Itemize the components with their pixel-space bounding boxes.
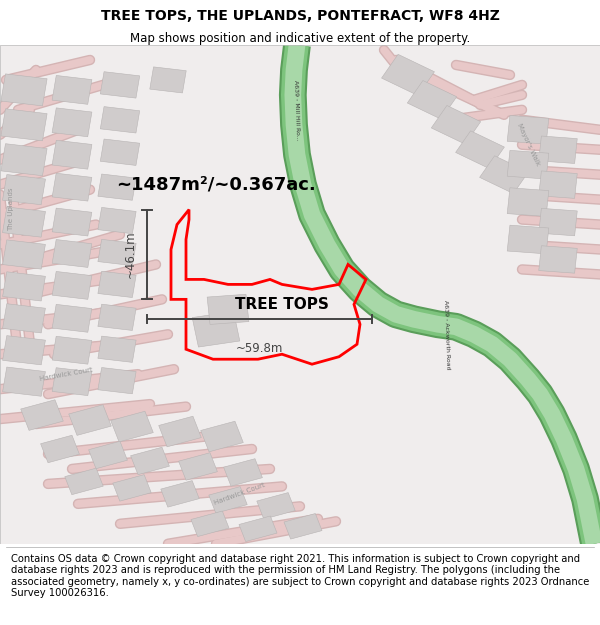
Bar <box>98 239 136 266</box>
Text: A639 - Ackworth Road: A639 - Ackworth Road <box>443 299 451 369</box>
Bar <box>52 108 92 137</box>
Text: A639 - Mill Hill Ro...: A639 - Mill Hill Ro... <box>293 79 300 140</box>
Text: TREE TOPS: TREE TOPS <box>235 297 329 312</box>
Bar <box>2 207 46 237</box>
Bar <box>1 144 47 176</box>
Bar <box>98 304 136 331</box>
Text: Hardwick Court: Hardwick Court <box>39 366 93 382</box>
Bar <box>98 208 136 234</box>
Bar <box>257 492 295 519</box>
Bar <box>98 271 136 298</box>
Bar <box>284 514 322 539</box>
Bar <box>539 171 577 198</box>
Bar <box>52 304 92 332</box>
Bar <box>431 106 481 144</box>
Bar <box>100 139 140 166</box>
Bar <box>131 448 169 474</box>
Text: Hardwick Court: Hardwick Court <box>214 482 266 506</box>
Bar <box>150 67 186 93</box>
Bar <box>100 72 140 98</box>
Bar <box>2 174 46 205</box>
Bar <box>179 452 217 480</box>
Bar <box>21 400 63 431</box>
Bar <box>2 304 46 333</box>
Text: ~46.1m: ~46.1m <box>124 231 137 278</box>
Bar <box>52 140 92 169</box>
Bar <box>507 116 549 144</box>
Bar <box>1 109 47 141</box>
Bar <box>209 487 247 513</box>
Bar <box>407 81 457 119</box>
Bar <box>98 336 136 362</box>
Bar <box>2 367 46 396</box>
Bar <box>2 272 46 301</box>
Bar <box>507 151 549 179</box>
Bar <box>52 239 92 268</box>
Bar <box>52 76 92 104</box>
Bar <box>507 225 549 254</box>
Bar <box>539 136 577 164</box>
Bar <box>65 468 103 494</box>
Bar <box>192 311 240 347</box>
Bar <box>52 271 92 299</box>
Bar <box>382 54 434 96</box>
Bar <box>191 511 229 537</box>
Bar <box>98 368 136 394</box>
Bar <box>52 208 92 236</box>
Text: ~1487m²/~0.367ac.: ~1487m²/~0.367ac. <box>116 176 316 194</box>
Bar <box>2 240 46 269</box>
Bar <box>69 405 111 436</box>
Bar <box>41 435 79 462</box>
Bar <box>98 174 136 200</box>
Bar <box>539 208 577 236</box>
Bar <box>201 421 243 452</box>
Bar <box>539 246 577 273</box>
Bar <box>89 441 127 469</box>
Bar <box>52 336 92 364</box>
Bar <box>161 481 199 507</box>
Bar <box>100 107 140 133</box>
Text: TREE TOPS, THE UPLANDS, PONTEFRACT, WF8 4HZ: TREE TOPS, THE UPLANDS, PONTEFRACT, WF8 … <box>101 9 499 23</box>
Bar <box>159 416 201 447</box>
Bar <box>507 188 549 216</box>
Bar <box>113 474 151 501</box>
Text: Map shows position and indicative extent of the property.: Map shows position and indicative extent… <box>130 32 470 46</box>
Bar <box>111 411 153 442</box>
Text: Contains OS data © Crown copyright and database right 2021. This information is : Contains OS data © Crown copyright and d… <box>11 554 589 598</box>
Text: ~59.8m: ~59.8m <box>236 342 283 355</box>
Bar <box>1 74 47 106</box>
Bar <box>239 516 277 542</box>
Bar <box>455 131 505 169</box>
Bar <box>224 459 262 486</box>
Text: The Uplands: The Uplands <box>8 188 14 231</box>
Text: Mayor's Walk: Mayor's Walk <box>515 122 541 167</box>
Bar <box>52 368 92 396</box>
Bar <box>479 156 529 194</box>
Bar <box>52 173 92 201</box>
Bar <box>207 294 249 324</box>
Bar <box>2 336 46 365</box>
